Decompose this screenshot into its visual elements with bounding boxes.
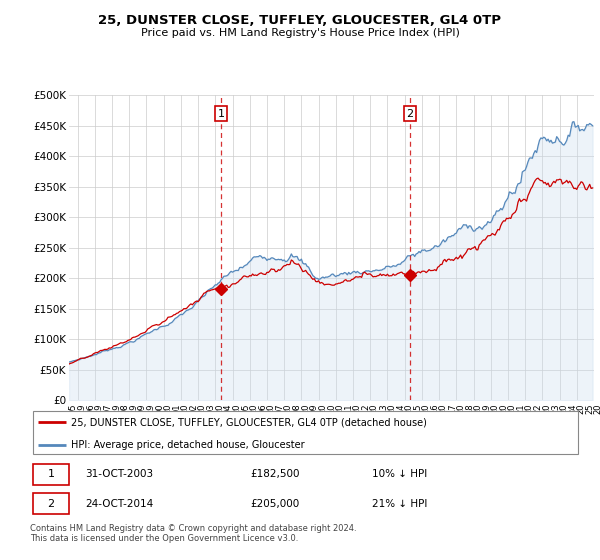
FancyBboxPatch shape — [33, 493, 68, 515]
FancyBboxPatch shape — [33, 411, 578, 454]
Text: £205,000: £205,000 — [251, 498, 300, 508]
Text: 2: 2 — [47, 498, 55, 508]
Text: 1: 1 — [217, 109, 224, 119]
Text: Contains HM Land Registry data © Crown copyright and database right 2024.
This d: Contains HM Land Registry data © Crown c… — [30, 524, 356, 543]
Text: 10% ↓ HPI: 10% ↓ HPI — [372, 469, 427, 479]
Text: Price paid vs. HM Land Registry's House Price Index (HPI): Price paid vs. HM Land Registry's House … — [140, 28, 460, 38]
Text: £182,500: £182,500 — [251, 469, 301, 479]
Text: HPI: Average price, detached house, Gloucester: HPI: Average price, detached house, Glou… — [71, 440, 305, 450]
Text: 2: 2 — [406, 109, 413, 119]
Text: 1: 1 — [47, 469, 55, 479]
Text: 25, DUNSTER CLOSE, TUFFLEY, GLOUCESTER, GL4 0TP (detached house): 25, DUNSTER CLOSE, TUFFLEY, GLOUCESTER, … — [71, 417, 427, 427]
Text: 31-OCT-2003: 31-OCT-2003 — [85, 469, 154, 479]
Text: 24-OCT-2014: 24-OCT-2014 — [85, 498, 154, 508]
Text: 21% ↓ HPI: 21% ↓ HPI — [372, 498, 428, 508]
FancyBboxPatch shape — [33, 464, 68, 485]
Text: 25, DUNSTER CLOSE, TUFFLEY, GLOUCESTER, GL4 0TP: 25, DUNSTER CLOSE, TUFFLEY, GLOUCESTER, … — [98, 14, 502, 27]
